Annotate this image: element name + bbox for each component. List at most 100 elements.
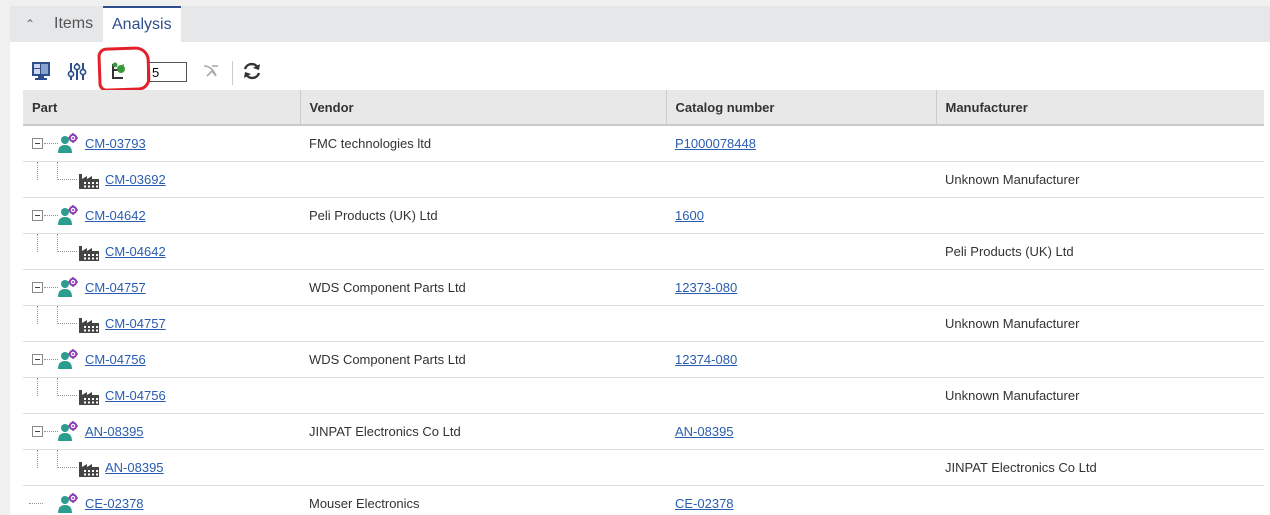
- part-link[interactable]: CM-03793: [85, 136, 146, 151]
- catalog-link[interactable]: P1000078448: [675, 135, 756, 151]
- catalog-cell: 12374-080: [666, 341, 936, 378]
- tree-connector: [57, 377, 58, 396]
- catalog-link[interactable]: 12373-080: [675, 279, 738, 295]
- part-icon: [57, 492, 79, 515]
- vendor-cell: [300, 377, 666, 414]
- part-link[interactable]: CM-03692: [105, 171, 166, 187]
- column-header-vendor[interactable]: Vendor: [300, 90, 667, 126]
- part-cell: CM-04642: [23, 197, 300, 234]
- manufacturer-icon: [78, 242, 100, 265]
- manufacturer-cell: [936, 125, 1264, 162]
- part-link[interactable]: CM-04642: [85, 207, 146, 223]
- part-link[interactable]: CM-04756: [85, 351, 146, 367]
- table-row[interactable]: CM-03692 Unknown Manufacturer: [23, 161, 1264, 198]
- part-cell: CM-03692: [23, 161, 300, 198]
- part-cell: CE-02378: [23, 485, 300, 515]
- catalog-cell: CE-02378: [666, 485, 936, 515]
- part-icon: [57, 204, 79, 229]
- tree-connector: [57, 250, 77, 252]
- catalog-cell: 12373-080: [666, 269, 936, 306]
- part-cell: AN-08395: [23, 413, 300, 450]
- manufacturer-cell: [936, 485, 1264, 515]
- depth-input[interactable]: [147, 62, 187, 82]
- vendor-cell: [300, 449, 666, 486]
- analysis-panel: Part Vendor Catalog number Manufacturer …: [10, 42, 1270, 515]
- table-row[interactable]: CE-02378 Mouser Electronics CE-02378: [23, 485, 1264, 515]
- tree-expand-icon[interactable]: [107, 60, 133, 86]
- catalog-link[interactable]: 1600: [675, 207, 704, 223]
- catalog-cell: [666, 233, 936, 270]
- table-row[interactable]: AN-08395 JINPAT Electronics Co Ltd AN-0839…: [23, 413, 1264, 450]
- tree-connector: [37, 161, 38, 180]
- highlight-annotation: [97, 46, 151, 92]
- collapse-toggle-icon[interactable]: [32, 209, 43, 221]
- part-link[interactable]: CE-02378: [85, 495, 144, 511]
- tab-items[interactable]: Items: [54, 15, 94, 32]
- tree-connector: [57, 178, 77, 180]
- vendor-cell: WDS Component Parts Ltd: [300, 269, 666, 306]
- table-row[interactable]: CM-03793 FMC technologies ltd P1000078448: [23, 125, 1264, 162]
- part-cell: CM-04756: [23, 341, 300, 378]
- filter-sliders-icon[interactable]: [66, 60, 92, 86]
- vendor-cell: [300, 305, 666, 342]
- table-row[interactable]: CM-04642 Peli Products (UK) Ltd: [23, 233, 1264, 270]
- manufacturer-icon: [78, 314, 100, 337]
- refresh-icon[interactable]: [241, 60, 267, 86]
- collapse-toggle-icon[interactable]: [32, 425, 43, 437]
- catalog-cell: AN-08395: [666, 413, 936, 450]
- part-link[interactable]: CM-04757: [85, 279, 146, 295]
- part-link[interactable]: CM-04756: [105, 387, 166, 403]
- table-row[interactable]: CM-04642 Peli Products (UK) Ltd 1600: [23, 197, 1264, 234]
- tree-connector: [37, 377, 38, 396]
- table-row[interactable]: CM-04757 Unknown Manufacturer: [23, 305, 1264, 342]
- catalog-cell: [666, 377, 936, 414]
- tree-connector: [37, 305, 38, 324]
- manufacturer-icon: [78, 170, 100, 193]
- catalog-link[interactable]: AN-08395: [675, 423, 734, 439]
- part-cell: CM-04757: [23, 269, 300, 306]
- manufacturer-cell: [936, 341, 1264, 378]
- tree-connector: [44, 214, 58, 216]
- part-link[interactable]: AN-08395: [85, 423, 144, 439]
- part-icon: [57, 132, 79, 157]
- table-row[interactable]: CM-04756 Unknown Manufacturer: [23, 377, 1264, 414]
- vendor-cell: WDS Component Parts Ltd: [300, 341, 666, 378]
- analysis-grid: Part Vendor Catalog number Manufacturer …: [23, 90, 1264, 515]
- manufacturer-cell: Unknown Manufacturer: [936, 161, 1264, 198]
- chevron-up-icon[interactable]: ⌃: [24, 17, 36, 31]
- manufacturer-icon: [78, 386, 100, 409]
- part-cell: CM-04756: [23, 377, 300, 414]
- toolbar: [10, 58, 410, 88]
- tree-connector: [37, 233, 38, 252]
- manufacturer-cell: [936, 413, 1264, 450]
- column-header-part[interactable]: Part: [23, 90, 301, 126]
- tree-connector: [57, 449, 58, 468]
- table-row[interactable]: CM-04756 WDS Component Parts Ltd 12374-080: [23, 341, 1264, 378]
- collapse-toggle-icon[interactable]: [32, 281, 43, 293]
- column-header-catalog-number[interactable]: Catalog number: [666, 90, 937, 126]
- tab-bar: ⌃ Items Analysis: [10, 6, 1270, 42]
- table-row[interactable]: CM-04757 WDS Component Parts Ltd 12373-080: [23, 269, 1264, 306]
- part-link[interactable]: AN-08395: [105, 459, 164, 475]
- tree-connector: [44, 430, 58, 432]
- collapse-toggle-icon[interactable]: [32, 353, 43, 365]
- table-row[interactable]: AN-08395 JINPAT Electronics Co Ltd: [23, 449, 1264, 486]
- part-link[interactable]: CM-04757: [105, 315, 166, 331]
- tab-analysis[interactable]: Analysis: [103, 6, 181, 42]
- part-link[interactable]: CM-04642: [105, 243, 166, 259]
- tree-connector: [57, 394, 77, 396]
- layout-icon[interactable]: [30, 60, 56, 86]
- catalog-link[interactable]: CE-02378: [675, 495, 734, 511]
- tree-connector: [57, 322, 77, 324]
- toolbar-separator: [232, 61, 233, 85]
- catalog-cell: [666, 449, 936, 486]
- collapse-toggle-icon[interactable]: [32, 138, 43, 149]
- column-header-manufacturer[interactable]: Manufacturer: [936, 90, 1264, 126]
- catalog-cell: [666, 161, 936, 198]
- tree-connector: [57, 161, 58, 180]
- catalog-link[interactable]: 12374-080: [675, 351, 738, 367]
- tree-connector: [57, 305, 58, 324]
- vendor-cell: [300, 161, 666, 198]
- collapse-branch-icon[interactable]: [200, 60, 226, 86]
- manufacturer-cell: [936, 269, 1264, 306]
